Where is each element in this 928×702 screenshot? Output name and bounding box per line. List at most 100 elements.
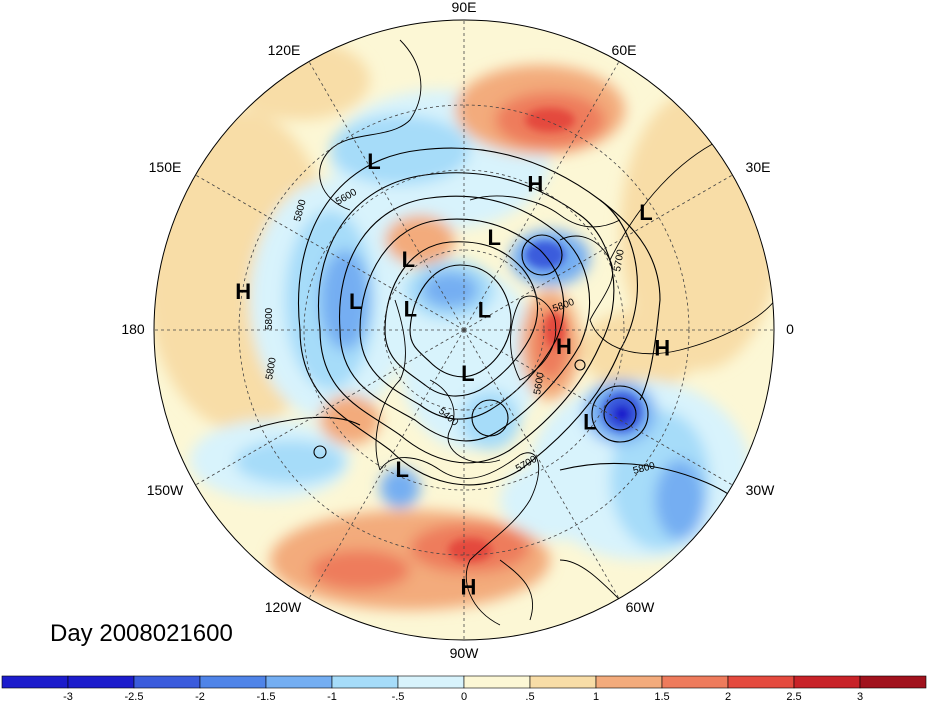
colorbar-box: [727, 675, 795, 689]
colorbar-box: [265, 675, 333, 689]
lon-label-180: 180: [121, 321, 145, 337]
contour-small-closed: [574, 359, 586, 371]
contour-label: 5700: [612, 248, 627, 272]
anomaly-shading: 5800 5600 5700 5800 5800 5800 5600 5400 …: [154, 20, 774, 640]
colorbar-tick-label: .5: [525, 691, 534, 702]
lon-label-0: 0: [786, 321, 794, 337]
colorbar-box: [661, 675, 729, 689]
colorbar-box: [793, 675, 861, 689]
colorbar-tick-label: -1.5: [257, 691, 276, 702]
colorbar-tick-label: 2.5: [786, 691, 801, 702]
anomaly-blob: [380, 468, 420, 508]
meridian-line: [463, 61, 620, 331]
meridians: [154, 20, 774, 640]
lon-label-90w: 90W: [450, 645, 480, 661]
coastline-east-asia: [319, 39, 422, 211]
contour: [338, 195, 591, 442]
contour-small-closed: [313, 445, 327, 459]
lon-label-150e: 150E: [149, 159, 182, 175]
contour-label: 5800: [264, 356, 279, 380]
contour: [409, 264, 512, 378]
anomaly-blob: [655, 460, 705, 540]
colorbar-tick-label: -1: [327, 691, 337, 702]
colorbar-boxes: [1, 675, 927, 689]
colorbar: -3 -2.5 -2 -1.5 -1 -.5 0 .5 1 1.5 2 2.5 3: [1, 675, 927, 702]
contour-outer: [297, 147, 638, 486]
coastline-greenland: [510, 295, 557, 381]
date-label: Day 2008021600: [50, 620, 233, 647]
anomaly-blob: [320, 395, 380, 445]
coastline-south-america: [559, 559, 621, 601]
colorbar-box: [67, 675, 135, 689]
colorbar-box: [595, 675, 663, 689]
high-pressure-label: H: [556, 334, 572, 359]
colorbar-box: [1, 675, 69, 689]
low-pressure-label: L: [639, 200, 652, 225]
lon-label-90e: 90E: [452, 0, 477, 15]
anomaly-blob: [460, 390, 520, 450]
colorbar-tick-label: 2: [725, 691, 731, 702]
low-pressure-label: L: [395, 457, 408, 482]
colorbar-box: [199, 675, 267, 689]
anomaly-blob: [330, 115, 470, 185]
coastline-west-north-america: [375, 299, 406, 471]
latitude-circle: [303, 169, 625, 491]
colorbar-tick-label: 0: [461, 691, 467, 702]
anomaly-blob: [310, 550, 410, 590]
contour: [359, 218, 565, 420]
contour-europe-5700: [599, 199, 661, 401]
low-pressure-label: L: [583, 409, 596, 434]
high-pressure-label: H: [461, 575, 477, 600]
lon-label-120w: 120W: [265, 599, 302, 615]
high-pressure-label: H: [654, 335, 670, 360]
anomaly-blob: [613, 405, 631, 423]
contour: [384, 241, 539, 397]
meridian-line: [195, 329, 465, 486]
meridian-line: [463, 329, 620, 599]
contour-low-atlantic: [603, 397, 637, 431]
low-pressure-label: L: [461, 361, 474, 386]
coastline-central-america: [499, 559, 534, 621]
colorbar-tick-label: -.5: [392, 691, 405, 702]
colorbar-tick-labels: -3 -2.5 -2 -1.5 -1 -.5 0 .5 1 1.5 2 2.5 3: [63, 691, 863, 702]
meridian-line: [463, 174, 733, 331]
meridian-line: [308, 329, 465, 599]
anomaly-blob: [448, 538, 492, 562]
anomaly-blob: [422, 272, 478, 308]
contour-label: 5600: [532, 371, 547, 395]
meridian-line: [308, 61, 465, 331]
lon-label-150w: 150W: [147, 482, 184, 498]
colorbar-tick-label: -2: [195, 691, 205, 702]
contour-pacific-5800: [249, 416, 361, 431]
map-disk-border: [153, 19, 775, 641]
low-pressure-label: L: [404, 296, 417, 321]
colorbar-tick-label: 1: [593, 691, 599, 702]
colorbar-tick-label: -2.5: [125, 691, 144, 702]
low-pressure-label: L: [367, 149, 380, 174]
anomaly-blob: [235, 440, 345, 484]
colorbar-box: [859, 675, 927, 689]
anomaly-blob: [385, 215, 455, 265]
graticule: [154, 20, 774, 640]
colorbar-box: [529, 675, 597, 689]
colorbar-tick-label: 1.5: [654, 691, 669, 702]
colorbar-box: [133, 675, 201, 689]
contour-low-hudson: [471, 399, 509, 437]
contour-low-siberia: [521, 234, 563, 276]
coastline-siberia: [469, 195, 621, 228]
colorbar-box: [463, 675, 531, 689]
anomaly-blob: [320, 250, 370, 350]
colorbar-tick-label: 3: [857, 691, 863, 702]
contour: [318, 172, 615, 464]
meridian-line: [195, 174, 465, 331]
anomaly-blob: [525, 108, 575, 132]
contour-low-atlantic-outer: [591, 385, 649, 443]
lon-label-30w: 30W: [746, 482, 776, 498]
lon-label-60e: 60E: [612, 42, 637, 58]
colorbar-box: [397, 675, 465, 689]
anomaly-blobs: [154, 40, 774, 610]
lon-label-60w: 60W: [626, 599, 656, 615]
low-pressure-label: L: [487, 225, 500, 250]
